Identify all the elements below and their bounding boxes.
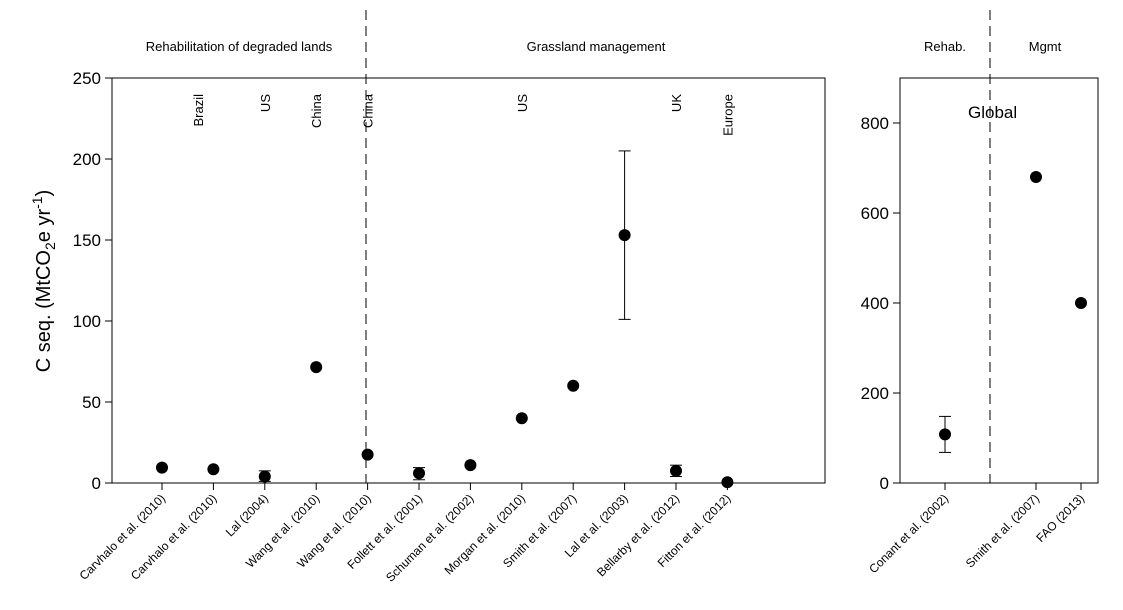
region-label: China [361, 93, 376, 128]
region-label: UK [669, 94, 684, 112]
data-point [1030, 171, 1042, 183]
x-tick-label: Carvhalo et al. (2010) [128, 491, 220, 583]
x-tick-label: Smith et al. (2007) [963, 491, 1042, 570]
data-point [207, 463, 220, 476]
data-point [464, 459, 477, 472]
right-x-ticks: Conant et al. (2002) Smith et al. (2007)F… [866, 483, 1087, 576]
left-y-ticks: 0 50 100 150 200 250 [73, 69, 112, 493]
left-points [156, 229, 734, 489]
y-tick-label: 200 [73, 150, 101, 169]
section-label-rehabilitation: Rehabilitation of degraded lands [146, 39, 333, 54]
data-point [413, 467, 425, 480]
region-label: China [309, 93, 324, 128]
section-label-mgmt: Mgmt [1029, 39, 1062, 54]
y-tick-label: 800 [861, 114, 889, 133]
data-point [721, 476, 734, 489]
y-tick-label: 250 [73, 69, 101, 88]
data-point [939, 428, 951, 441]
y-tick-label: 200 [861, 384, 889, 403]
y-tick-label: 0 [880, 474, 889, 493]
right-panel: Rehab. Mgmt Global 0 200 400 600 800 Conant … [861, 10, 1099, 576]
data-point [258, 470, 271, 483]
right-y-ticks: 0 200 400 600 800 [861, 114, 900, 493]
region-label: US [515, 94, 530, 112]
section-label-rehab: Rehab. [924, 39, 966, 54]
data-point [361, 448, 374, 461]
data-point [515, 412, 528, 425]
y-tick-label: 0 [92, 474, 101, 493]
y-tick-label: 150 [73, 231, 101, 250]
data-point [310, 361, 323, 374]
section-label-grassland: Grassland management [527, 39, 666, 54]
right-points [939, 171, 1087, 441]
right-plot-frame [899, 77, 1099, 484]
global-annotation: Global [968, 103, 1017, 122]
x-tick-label: Schuman et al. (2002) [383, 491, 476, 584]
region-label: Europe [720, 94, 735, 136]
svg-text:C seq. (MtCO2e yr-1): C seq. (MtCO2e yr-1) [29, 190, 58, 373]
x-tick-label: Lal (2004) [223, 491, 271, 539]
data-point [156, 461, 168, 474]
data-point [670, 464, 682, 477]
x-tick-label: FAO (2013) [1033, 491, 1087, 545]
region-label: Brazil [191, 94, 206, 127]
y-tick-label: 600 [861, 204, 889, 223]
data-point [1075, 297, 1087, 309]
left-error-bars [258, 150, 682, 482]
x-tick-label: Conant et al. (2002) [866, 491, 951, 576]
y-tick-label: 100 [73, 312, 101, 331]
x-tick-label: Carvhalo et al. (2010) [77, 491, 169, 583]
data-point [567, 379, 580, 392]
data-point [618, 229, 631, 242]
left-region-labels: Brazil US China China US UK Europe [191, 93, 735, 136]
y-axis-label: C seq. (MtCO2e yr-1) [29, 190, 58, 373]
y-tick-label: 400 [861, 294, 889, 313]
left-x-ticks: Carvhalo et al. (2010)Carvhalo et al. (2… [77, 483, 734, 585]
region-label: US [258, 94, 273, 112]
left-plot-frame [111, 77, 826, 484]
left-panel: Rehabilitation of degraded lands Grassla… [29, 10, 826, 585]
y-tick-label: 50 [82, 393, 101, 412]
